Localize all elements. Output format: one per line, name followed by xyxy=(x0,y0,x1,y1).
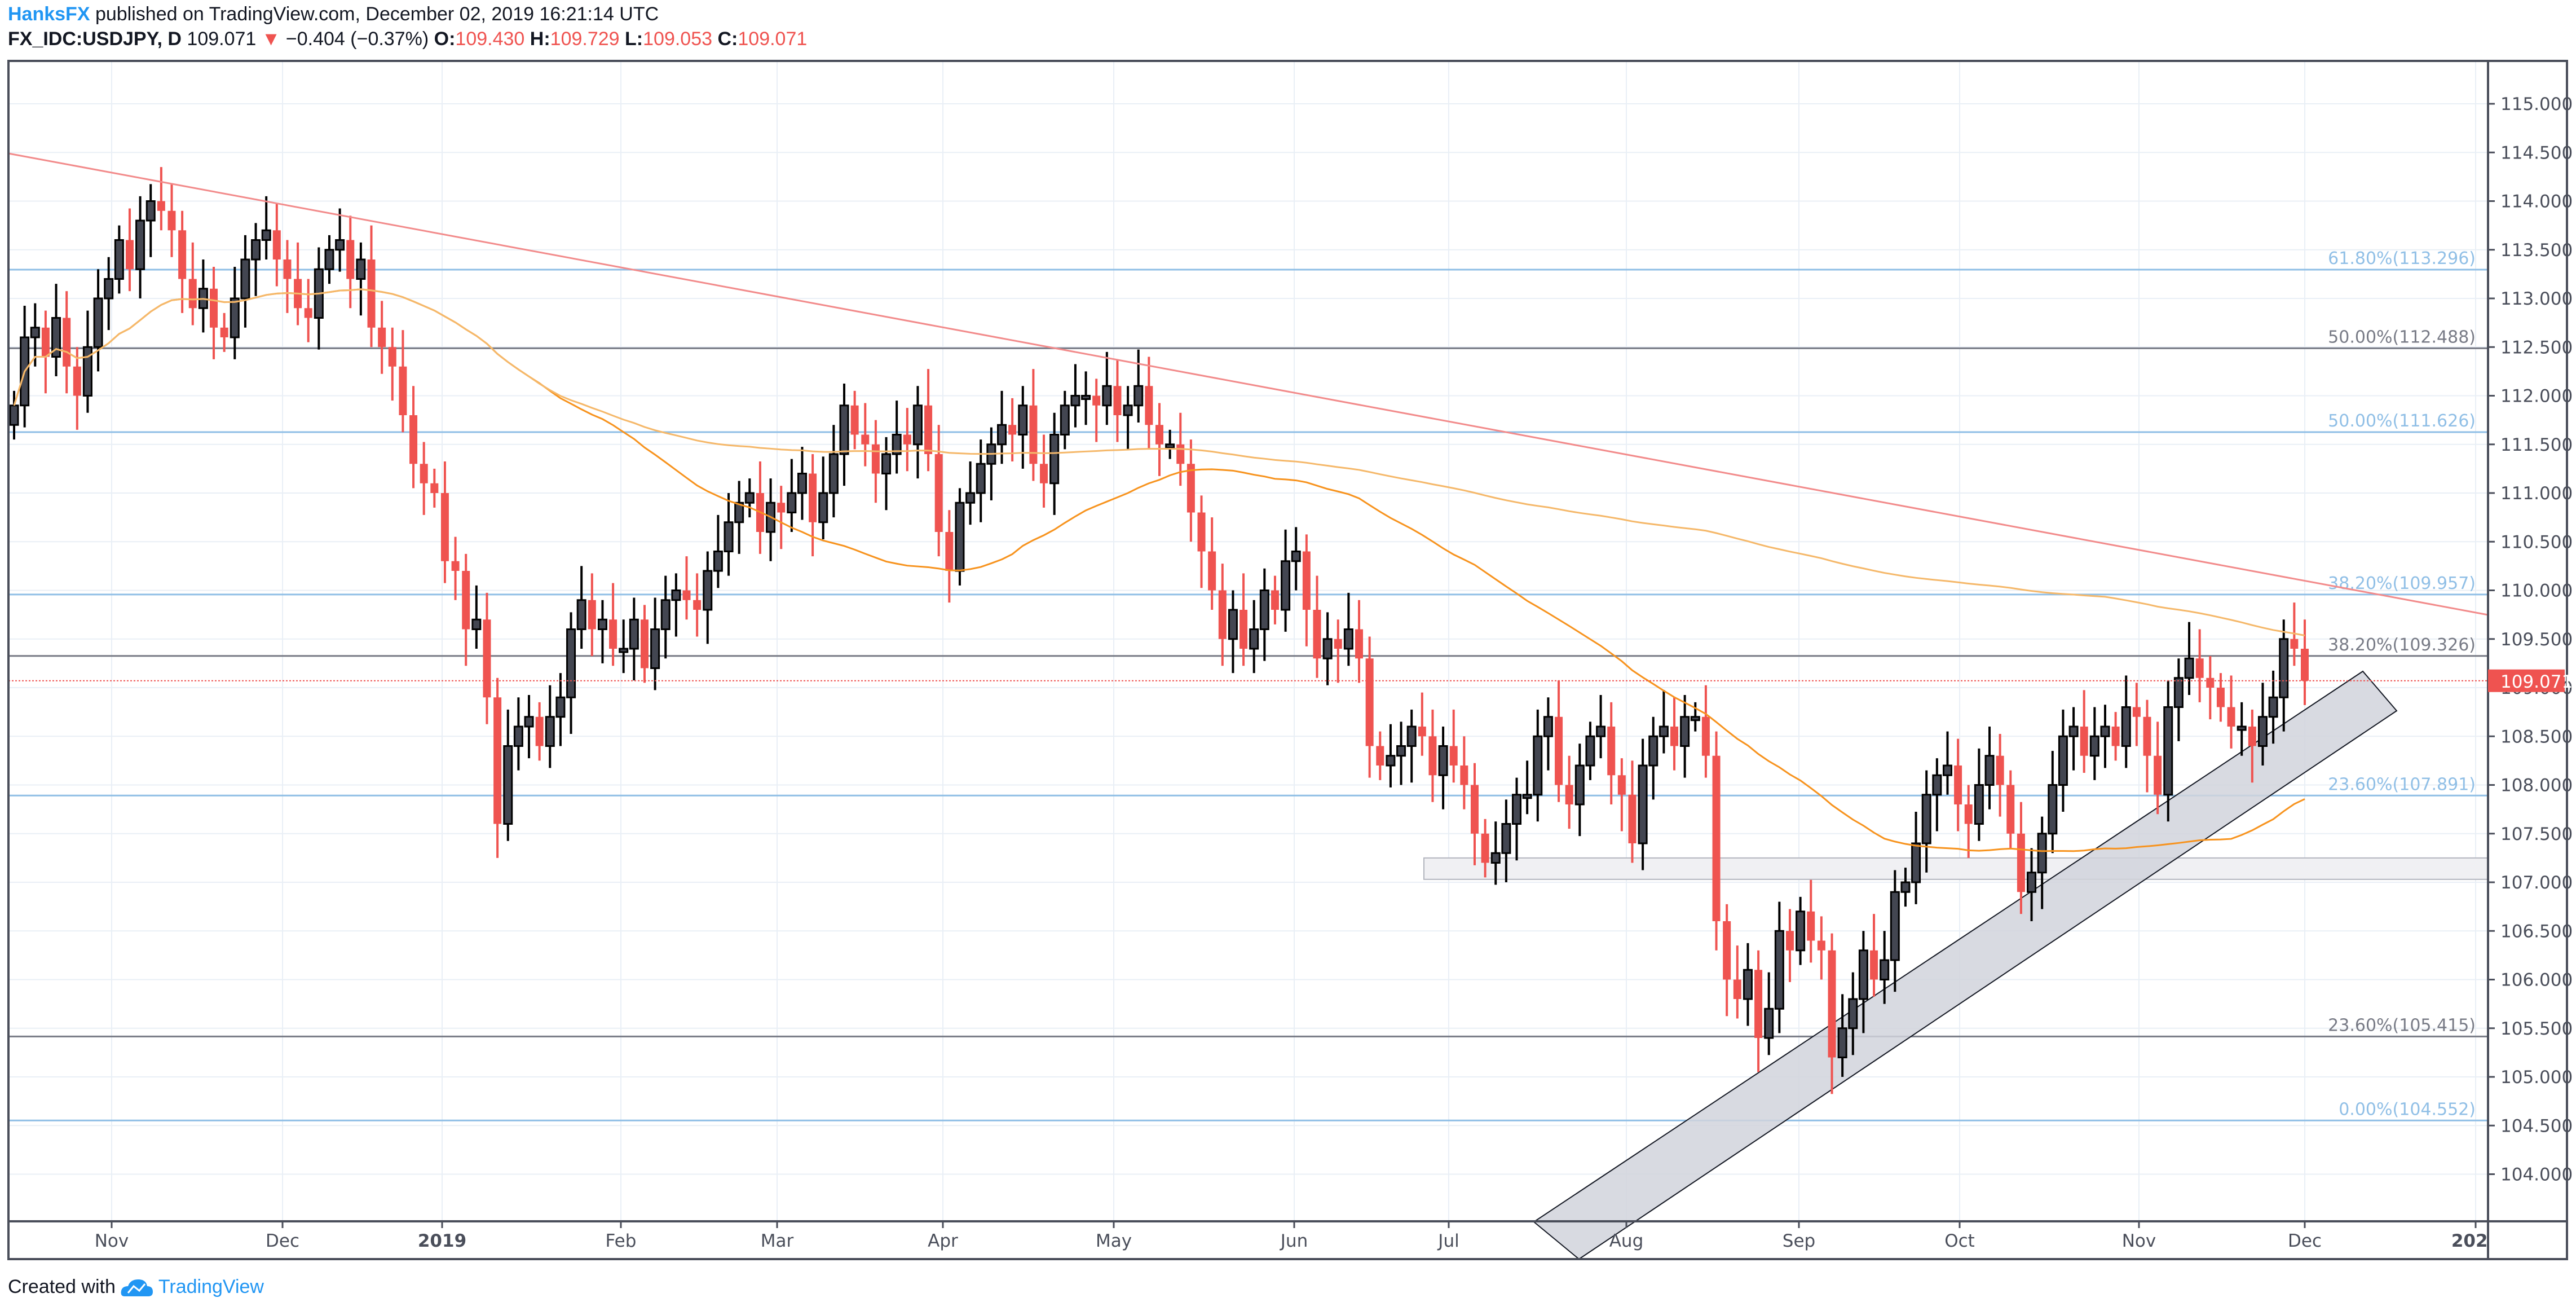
price-axis-label: 114.000 xyxy=(2500,192,2573,212)
price-axis-label: 115.000 xyxy=(2500,94,2573,115)
footer: Created with TradingView xyxy=(8,1276,264,1298)
price-axis-label: 111.500 xyxy=(2500,435,2573,455)
price-axis-label: 110.000 xyxy=(2500,581,2573,601)
price-axis-label: 112.000 xyxy=(2500,386,2573,407)
price-axis-label: 104.000 xyxy=(2500,1165,2573,1185)
price-axis-label: 104.500 xyxy=(2500,1116,2573,1136)
price-axis-label: 107.500 xyxy=(2500,824,2573,844)
time-axis-label: Nov xyxy=(95,1231,129,1251)
price-axis-label: 105.500 xyxy=(2500,1019,2573,1039)
fib-level-label: 23.60%(105.415) xyxy=(2328,1015,2476,1035)
time-axis-label: Apr xyxy=(928,1231,958,1251)
publish-info: HanksFX published on TradingView.com, De… xyxy=(8,3,659,25)
price-axis-label: 109.500 xyxy=(2500,630,2573,650)
chart-frame xyxy=(7,60,2568,1260)
fib-level-label: 23.60%(107.891) xyxy=(2328,775,2476,794)
symbol-legend: FX_IDC:USDJPY, D 109.071 ▼ −0.404 (−0.37… xyxy=(8,28,807,50)
price-axis-label: 113.500 xyxy=(2500,240,2573,261)
price-axis-label: 114.500 xyxy=(2500,143,2573,163)
price-axis-label: 111.000 xyxy=(2500,483,2573,504)
candles xyxy=(9,167,2309,1094)
support-zone xyxy=(1423,857,2489,880)
tradingview-link[interactable]: TradingView xyxy=(158,1276,264,1297)
open-value: 109.430 xyxy=(455,28,525,50)
time-axis-label: Mar xyxy=(761,1231,794,1251)
low-value: 109.053 xyxy=(643,28,713,50)
uptrend-channel xyxy=(1533,670,2398,1260)
time-axis-label: Dec xyxy=(2288,1231,2322,1251)
price-axis-label: 107.000 xyxy=(2500,873,2573,893)
price-axis-label: 106.500 xyxy=(2500,921,2573,942)
fib-level-label: 38.20%(109.326) xyxy=(2328,635,2476,655)
author-link[interactable]: HanksFX xyxy=(8,3,90,25)
fib-level-label: 50.00%(111.626) xyxy=(2328,411,2476,431)
price-axis-label: 105.000 xyxy=(2500,1067,2573,1088)
downtrend-line xyxy=(8,152,2489,616)
price-axis-label: 108.500 xyxy=(2500,727,2573,747)
fib-level-label: 50.00%(112.488) xyxy=(2328,327,2476,347)
svg-text:109.071: 109.071 xyxy=(2500,672,2573,692)
time-axis-label: Aug xyxy=(1609,1231,1644,1251)
last-price: 109.071 xyxy=(187,28,257,50)
time-axis-label: Sep xyxy=(1783,1231,1815,1251)
created-with-text: Created with xyxy=(8,1276,116,1297)
tradingview-logo-icon xyxy=(121,1279,153,1296)
time-axis-label: 2019 xyxy=(418,1231,466,1251)
last-price-badge xyxy=(2488,669,2565,692)
time-axis-label: Oct xyxy=(1944,1231,1975,1251)
time-axis-label: Nov xyxy=(2122,1231,2156,1251)
price-axis-label: 110.500 xyxy=(2500,532,2573,552)
publish-text: published on TradingView.com, December 0… xyxy=(90,3,659,25)
symbol-name[interactable]: FX_IDC:USDJPY, D xyxy=(8,28,182,50)
close-label: C: xyxy=(717,28,738,50)
fib-level-label: 61.80%(113.296) xyxy=(2328,249,2476,269)
price-change: −0.404 (−0.37%) xyxy=(285,28,429,50)
fib-level-label: 0.00%(104.552) xyxy=(2339,1099,2476,1119)
close-value: 109.071 xyxy=(738,28,808,50)
price-axis-label: 112.500 xyxy=(2500,337,2573,358)
down-arrow-icon: ▼ xyxy=(261,28,281,50)
time-axis-label: Dec xyxy=(266,1231,299,1251)
open-label: O: xyxy=(434,28,456,50)
high-label: H: xyxy=(530,28,550,50)
low-label: L: xyxy=(625,28,643,50)
time-axis-label: Feb xyxy=(606,1231,637,1251)
fib-level-label: 38.20%(109.957) xyxy=(2328,574,2476,593)
moving-average-200 xyxy=(13,288,2305,636)
price-axis-label: 108.000 xyxy=(2500,776,2573,796)
high-value: 109.729 xyxy=(550,28,620,50)
price-axis-label: 106.000 xyxy=(2500,970,2573,991)
price-axis-label: 113.000 xyxy=(2500,289,2573,309)
time-axis-label: Jun xyxy=(1280,1231,1308,1251)
time-axis-label: Jul xyxy=(1437,1231,1459,1251)
time-axis-label: May xyxy=(1096,1231,1132,1251)
